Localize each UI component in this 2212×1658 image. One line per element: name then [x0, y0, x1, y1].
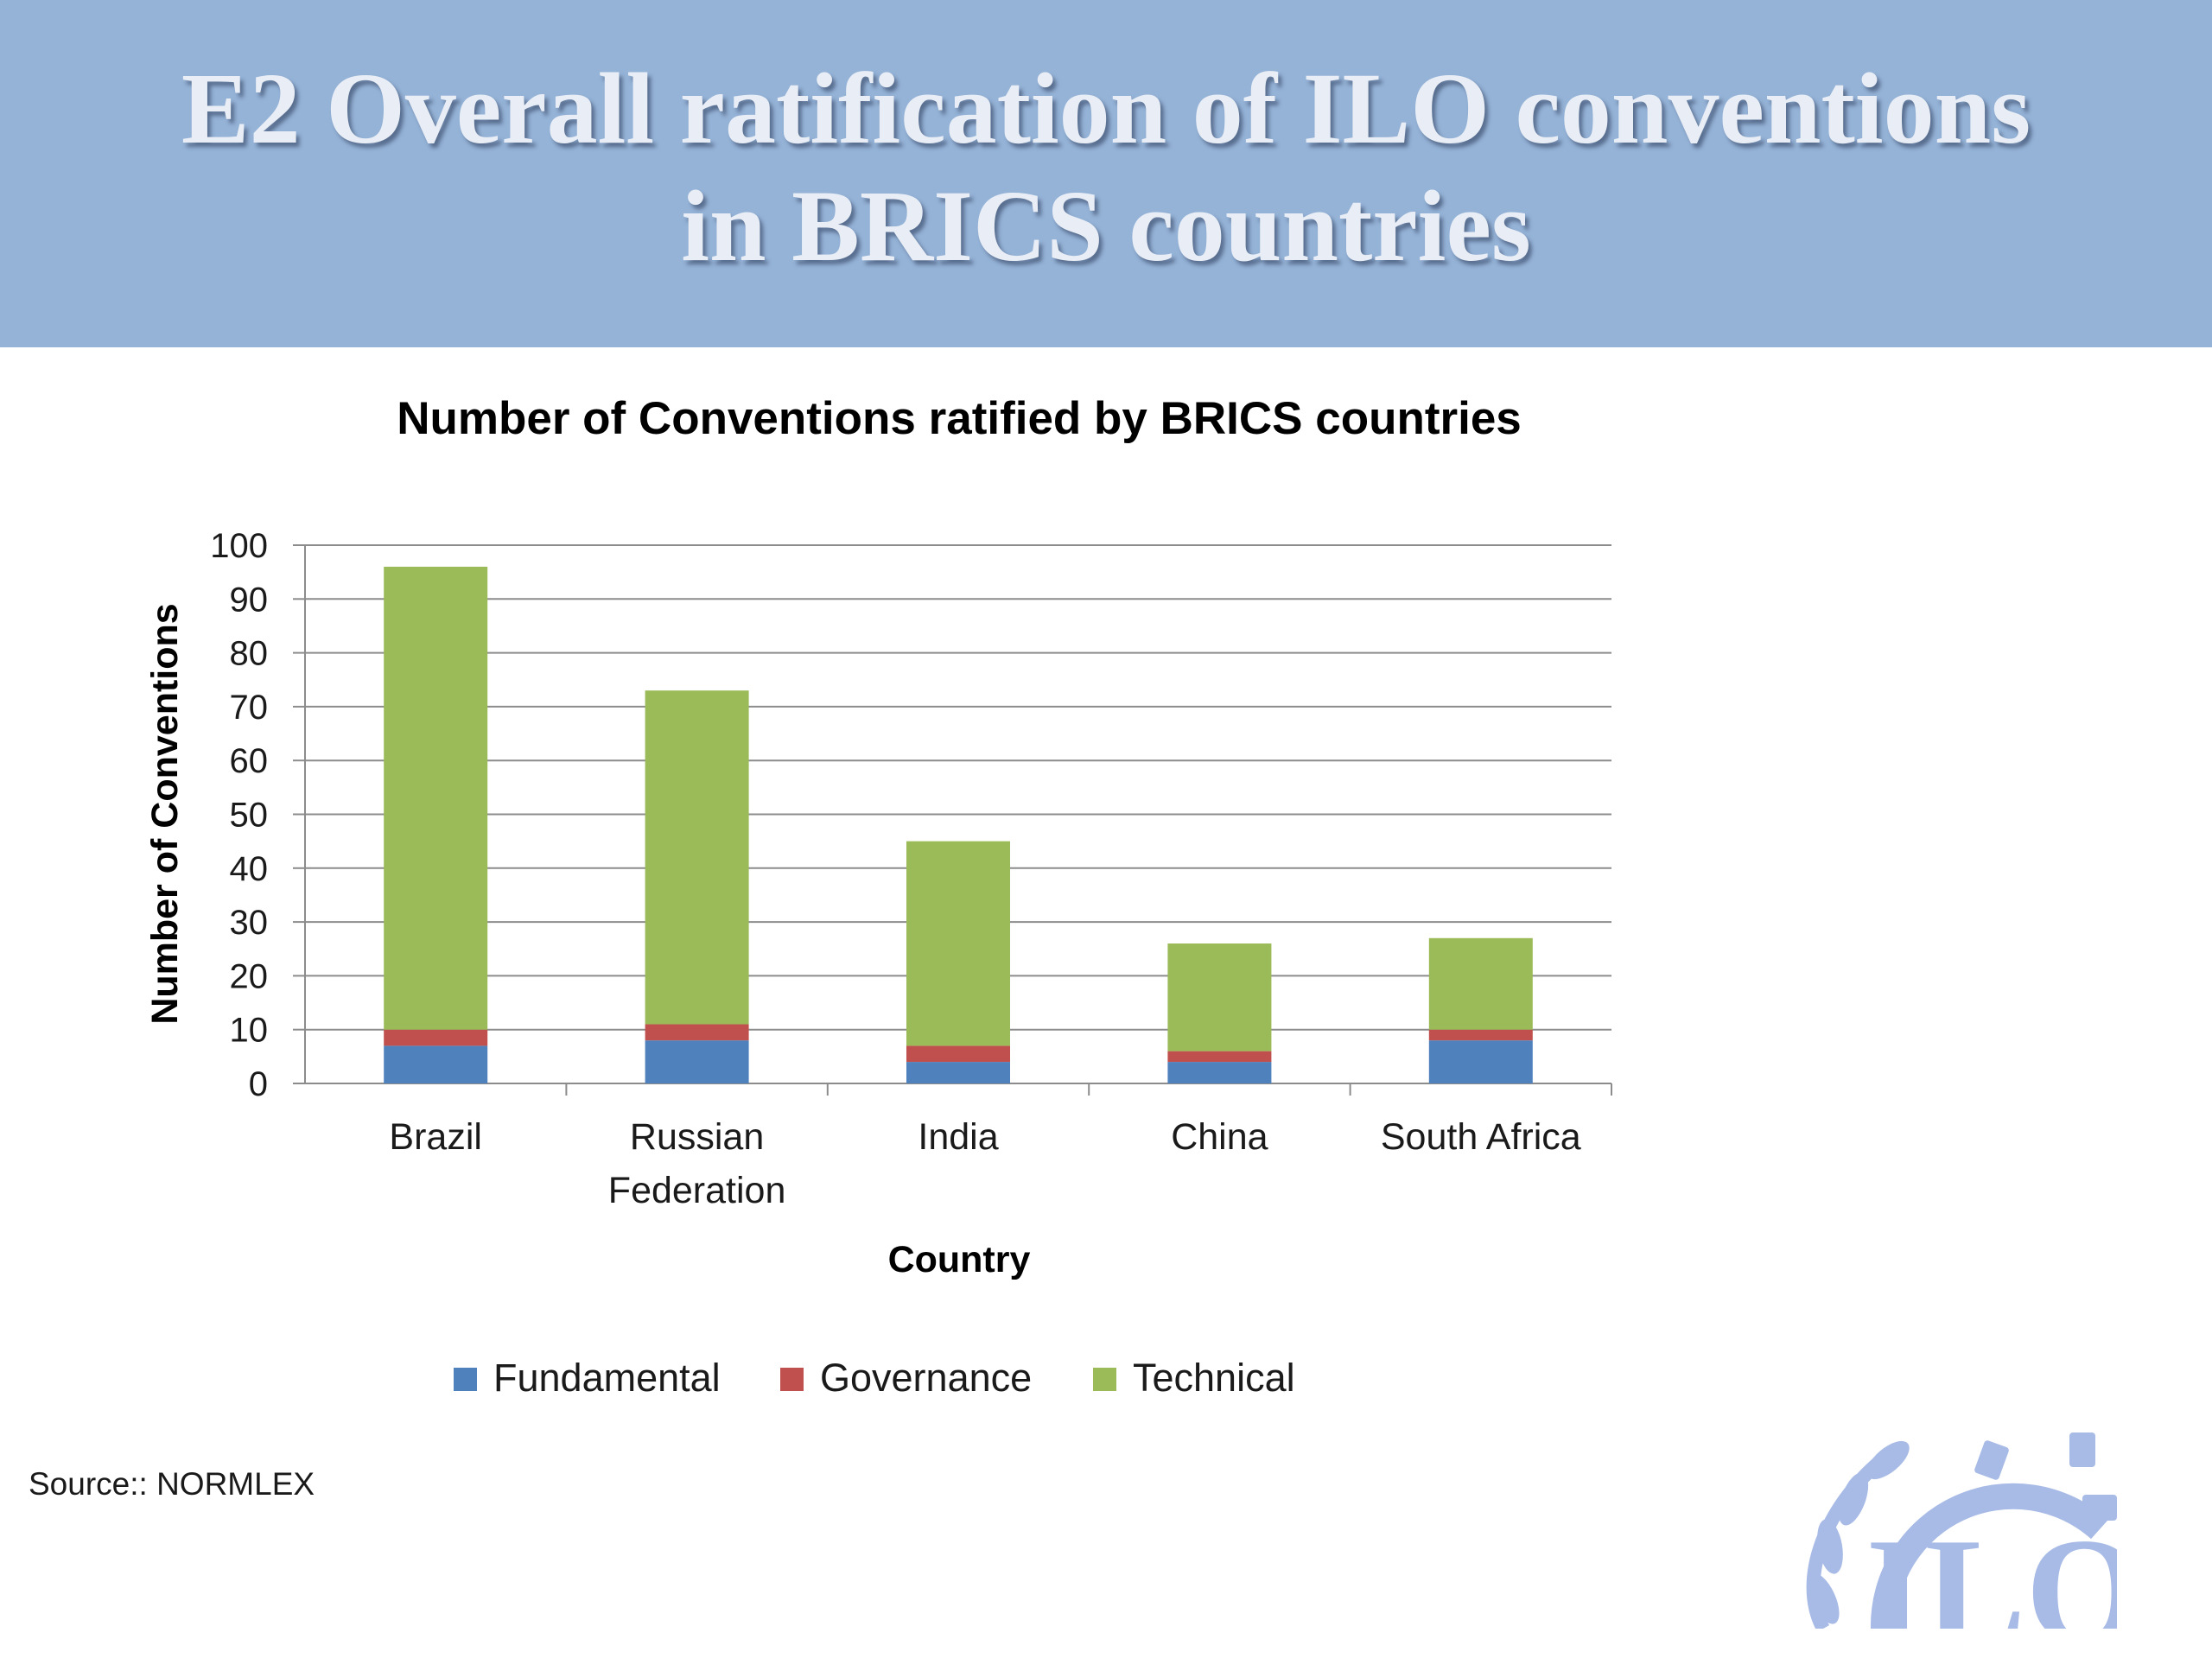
bar-technical-segment: [906, 841, 1010, 1046]
source-note: Source:: NORMLEX: [29, 1466, 315, 1502]
y-tick-label: 20: [230, 957, 269, 995]
bar-fundamental-segment: [906, 1062, 1010, 1083]
y-tick-label: 90: [230, 581, 269, 619]
bar-technical-segment: [384, 566, 488, 1030]
slide-title: E2 Overall ratification of ILO conventio…: [0, 50, 2212, 285]
chart-title: Number of Conventions ratified by BRICS …: [397, 393, 1522, 444]
slide-title-line-2: in BRICS countries: [681, 169, 1531, 283]
legend-swatch: [780, 1368, 804, 1391]
y-tick-label: 30: [230, 904, 269, 942]
bar-governance-segment: [384, 1029, 488, 1046]
y-tick-label: 10: [230, 1012, 269, 1050]
bar-technical-segment: [645, 690, 749, 1025]
laurel-leaf-icon: [1817, 1519, 1843, 1574]
laurel-leaf-icon: [1866, 1440, 1910, 1480]
bar-fundamental-segment: [645, 1040, 749, 1083]
x-axis-title: Country: [888, 1239, 1031, 1280]
x-tick-label: South Africa: [1381, 1116, 1581, 1158]
legend-swatch: [1093, 1368, 1116, 1391]
legend-label-technical: Technical: [1133, 1356, 1295, 1400]
x-tick-label: Federation: [608, 1170, 786, 1211]
ilo-logo-icon: ILO: [1806, 1432, 2117, 1629]
y-tick-label: 60: [230, 742, 269, 780]
stacked-bar-chart: Number of Conventions ratified by BRICS …: [144, 393, 1612, 1400]
y-tick-label: 0: [249, 1065, 268, 1103]
bar-governance-segment: [645, 1024, 749, 1041]
bar-fundamental-segment: [1428, 1040, 1533, 1083]
ilo-letters: ILO: [1866, 1507, 2117, 1629]
gear-tooth-icon: [1974, 1440, 2009, 1480]
legend-swatch: [454, 1368, 477, 1391]
x-tick-label: India: [918, 1116, 998, 1158]
laurel-leaf-icon: [1838, 1472, 1869, 1526]
laurel-leaf-icon: [1807, 1572, 1840, 1624]
x-tick-label: Brazil: [389, 1116, 482, 1158]
x-tick-label: China: [1171, 1116, 1268, 1158]
y-axis-title: Number of Conventions: [144, 603, 186, 1024]
legend-label-governance: Governance: [820, 1356, 1032, 1400]
bar-technical-segment: [1167, 943, 1272, 1051]
slide-title-line-1: E2 Overall ratification of ILO conventio…: [181, 52, 2031, 165]
bar-fundamental-segment: [1167, 1062, 1272, 1083]
y-tick-label: 80: [230, 635, 269, 673]
gear-tooth-icon: [2069, 1432, 2095, 1467]
y-tick-label: 70: [230, 689, 269, 727]
bar-governance-segment: [1167, 1051, 1272, 1063]
bar-governance-segment: [906, 1045, 1010, 1063]
bar-governance-segment: [1428, 1029, 1533, 1041]
bar-fundamental-segment: [384, 1045, 488, 1083]
y-tick-label: 40: [230, 850, 269, 888]
y-tick-label: 100: [210, 527, 268, 565]
gear-ring-icon: [1870, 1483, 2108, 1629]
x-tick-label: Russian: [630, 1116, 764, 1158]
y-tick-label: 50: [230, 797, 269, 835]
legend-label-fundamental: Fundamental: [493, 1356, 721, 1400]
title-banner: E2 Overall ratification of ILO conventio…: [0, 0, 2212, 347]
bar-technical-segment: [1428, 937, 1533, 1030]
